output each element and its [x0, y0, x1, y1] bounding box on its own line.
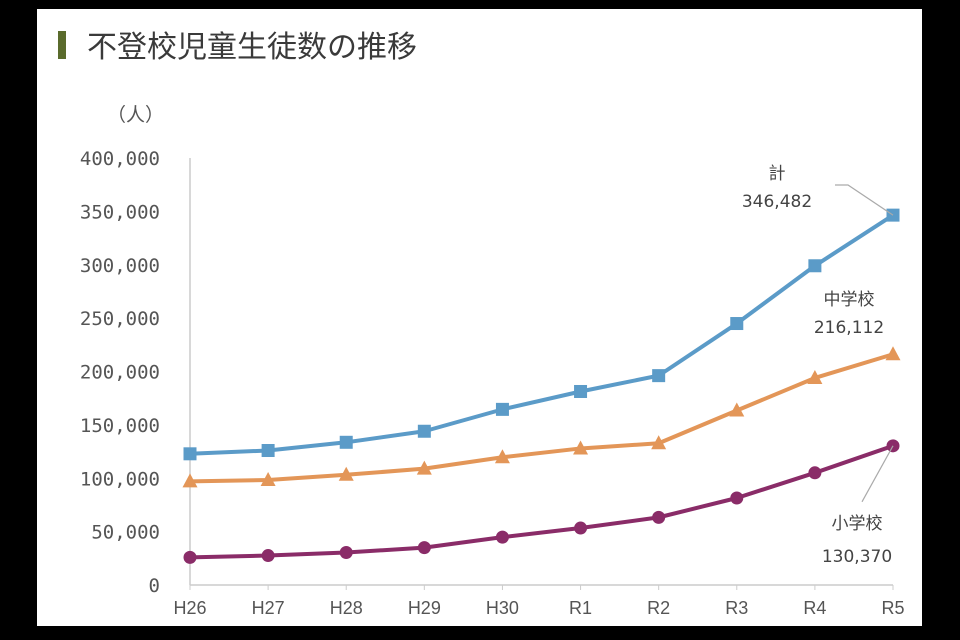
callout-line-total: [835, 184, 894, 216]
data-point-square: [495, 402, 509, 416]
x-tick-label: H29: [408, 598, 441, 618]
end-value-label-junior-high: 216,112: [814, 318, 884, 338]
data-point-triangle: [416, 460, 432, 475]
series-label-junior-high: 中学校: [824, 290, 875, 310]
data-point-circle: [652, 510, 666, 524]
data-point-circle: [574, 521, 588, 535]
data-point-square: [808, 259, 822, 273]
data-point-square: [574, 384, 588, 398]
x-tick-label: H30: [486, 598, 519, 618]
series-label-total: 計: [769, 164, 786, 184]
data-point-triangle: [573, 440, 589, 455]
y-tick-label: 0: [149, 575, 160, 597]
y-tick-label: 300,000: [80, 255, 160, 277]
data-point-triangle: [338, 466, 354, 481]
data-point-square: [183, 447, 197, 461]
x-tick-label: H28: [330, 598, 363, 618]
y-tick-label: 150,000: [80, 415, 160, 437]
y-tick-label: 100,000: [80, 468, 160, 490]
series-line-circle: [189, 443, 894, 560]
series-line-triangle: [189, 352, 894, 484]
data-point-triangle: [807, 369, 823, 384]
x-tick-label: R1: [569, 598, 592, 618]
data-point-circle: [339, 545, 353, 559]
data-point-circle: [261, 549, 275, 563]
end-value-label-total: 346,482: [742, 192, 812, 212]
y-tick-label: 400,000: [80, 148, 160, 170]
series-line-square: [189, 213, 895, 456]
data-point-triangle: [260, 471, 276, 486]
y-tick-label: 200,000: [80, 362, 160, 384]
data-point-circle: [730, 491, 744, 505]
data-point-circle: [495, 530, 509, 544]
chart-title: 不登校児童生徒数の推移: [87, 30, 417, 65]
line-chart: 不登校児童生徒数の推移 （人） 0 50,000 100,000 150,000 200…: [58, 30, 905, 618]
y-axis-unit: （人）: [107, 104, 164, 126]
title-accent-bar: [58, 31, 66, 59]
data-point-square: [261, 444, 275, 458]
data-point-triangle: [885, 346, 901, 361]
data-point-triangle: [651, 435, 667, 450]
end-value-label-elementary: 130,370: [822, 547, 892, 567]
y-tick-label: 50,000: [91, 522, 160, 544]
data-point-triangle: [182, 473, 198, 488]
callout-line-elementary: [861, 445, 894, 503]
x-tick-label: R3: [725, 598, 748, 618]
x-tick-label: H26: [173, 598, 206, 618]
x-tick-label: R4: [803, 598, 826, 618]
data-point-circle: [808, 466, 822, 480]
x-tick-label: R5: [881, 598, 904, 618]
y-tick-label: 250,000: [80, 308, 160, 330]
data-point-triangle: [729, 402, 745, 417]
data-point-square: [339, 435, 353, 449]
chart-panel: 不登校児童生徒数の推移 （人） 0 50,000 100,000 150,000 200…: [37, 9, 922, 626]
data-point-square: [730, 317, 744, 331]
x-tick-label: R2: [647, 598, 670, 618]
data-point-circle: [183, 550, 197, 564]
data-point-square: [417, 424, 431, 438]
data-point-square: [652, 369, 666, 383]
x-tick-label: H27: [252, 598, 285, 618]
series-label-elementary: 小学校: [832, 514, 883, 534]
data-point-circle: [417, 541, 431, 555]
data-point-triangle: [494, 449, 510, 464]
y-tick-label: 350,000: [80, 201, 160, 223]
